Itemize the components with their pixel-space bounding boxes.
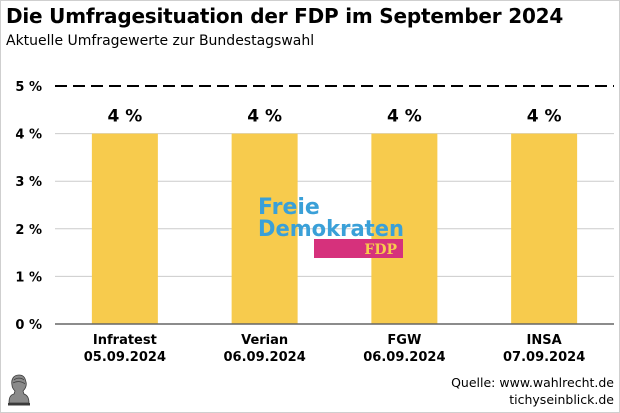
x-tick-label: Infratest — [93, 333, 157, 348]
x-tick-date: 07.09.2024 — [503, 350, 585, 365]
bar-infratest — [91, 133, 158, 324]
publisher-bust-logo — [8, 374, 30, 406]
chart-subtitle: Aktuelle Umfragewerte zur Bundestagswahl — [6, 33, 315, 49]
y-tick-label: 4 % — [15, 128, 42, 143]
bar-fgw — [371, 133, 438, 324]
y-tick-label: 5 % — [15, 80, 42, 95]
source-text: Quelle: www.wahlrecht.de — [451, 375, 614, 390]
x-tick-label: FGW — [387, 333, 421, 348]
logo-fdp-text: FDP — [364, 242, 397, 258]
logo-demokraten: Demokraten — [258, 217, 404, 242]
x-tick-date: 06.09.2024 — [363, 350, 445, 365]
y-tick-label: 2 % — [15, 223, 42, 238]
y-tick-label: 0 % — [15, 318, 42, 333]
site-text: tichyseinblick.de — [509, 392, 614, 407]
x-tick-date: 06.09.2024 — [224, 350, 306, 365]
chart-title: Die Umfragesituation der FDP im Septembe… — [6, 4, 564, 28]
x-tick-label: Verian — [241, 333, 288, 348]
y-tick-label: 3 % — [15, 175, 42, 190]
source-note: Quelle: www.wahlrecht.de tichyseinblick.… — [451, 374, 614, 408]
data-label: 4 % — [527, 107, 562, 127]
data-label: 4 % — [247, 107, 282, 127]
x-tick-label: INSA — [527, 333, 562, 348]
x-tick-date: 05.09.2024 — [84, 350, 166, 365]
logo-freie: Freie — [258, 195, 320, 220]
y-tick-label: 1 % — [15, 270, 42, 285]
bar-verian — [231, 133, 298, 324]
logo-fdp-badge — [314, 239, 403, 258]
data-label: 4 % — [107, 107, 142, 127]
data-label: 4 % — [387, 107, 422, 127]
bar-insa — [511, 133, 578, 324]
